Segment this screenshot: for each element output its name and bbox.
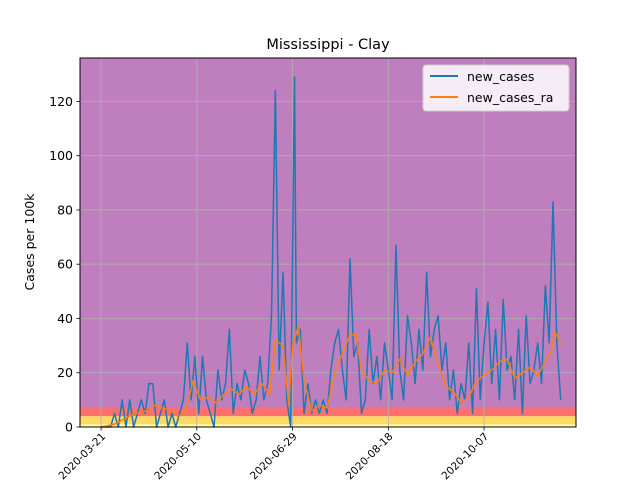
- y-tick-label-0: 0: [65, 420, 73, 435]
- y-axis: 0 20 40 60 80 100 120: [49, 94, 80, 435]
- chart-title: Mississippi - Clay: [266, 37, 390, 53]
- y-tick-label-3: 60: [57, 257, 73, 272]
- y-tick-label-5: 100: [49, 148, 73, 163]
- y-tick-label-2: 40: [57, 311, 73, 326]
- series-layer: [100, 76, 562, 428]
- x-tick-label-4: 2020-10-07: [440, 431, 492, 480]
- band-3: [80, 58, 576, 409]
- y-tick-label-4: 80: [57, 202, 73, 217]
- x-tick-label-0: 2020-03-21: [57, 431, 109, 480]
- band-0: [80, 424, 576, 427]
- y-tick-label-6: 120: [49, 94, 73, 109]
- legend-label-new-cases-ra: new_cases_ra: [467, 90, 553, 105]
- series-line-new-cases: [101, 76, 562, 428]
- x-tick-label-1: 2020-05-10: [152, 431, 204, 480]
- y-tick-label-1: 20: [57, 365, 73, 380]
- band-2: [80, 408, 576, 417]
- x-tick-label-3: 2020-08-18: [344, 431, 396, 480]
- legend: new_cases new_cases_ra: [422, 64, 570, 112]
- plot-frame: [79, 57, 577, 428]
- series-line-new-cases-ra: [100, 325, 562, 428]
- legend-box: [422, 64, 570, 112]
- legend-label-new-cases: new_cases: [467, 69, 534, 84]
- x-tick-label-2: 2020-06-29: [248, 431, 300, 480]
- x-axis: 2020-03-21 2020-05-10 2020-06-29 2020-08-18…: [57, 427, 492, 480]
- threshold-bands: [80, 58, 576, 427]
- y-axis-label: Cases per 100k: [22, 193, 37, 291]
- band-1: [80, 416, 576, 425]
